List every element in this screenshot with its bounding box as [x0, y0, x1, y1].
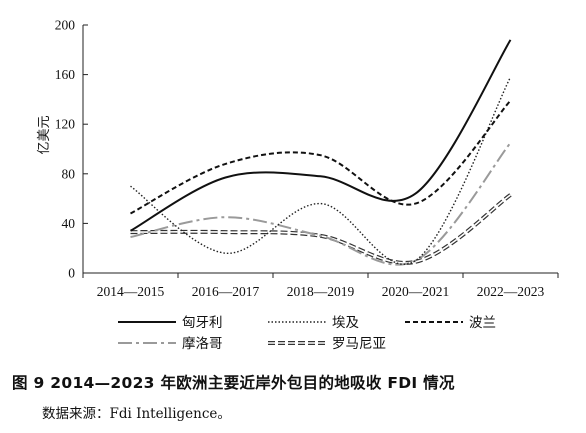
y-tick-label: 200 [55, 18, 76, 33]
series-5 [130, 193, 512, 265]
y-tick-label: 120 [55, 117, 76, 132]
legend-item: 匈牙利 [118, 315, 223, 331]
series-1 [130, 39, 512, 232]
x-tick-label: 2022—2023 [477, 284, 545, 299]
series-3 [130, 99, 512, 215]
x-tick-label: 2020—2021 [382, 284, 450, 299]
legend-label: 波兰 [469, 315, 496, 331]
plot-area [130, 39, 512, 266]
x-tick-label: 2018—2019 [287, 284, 355, 299]
series-line [130, 39, 512, 232]
axes: 0 40 80 120 160 200 2014—2015 2016—2017 2018—201… [37, 18, 559, 299]
legend-label: 匈牙利 [182, 315, 223, 331]
y-axis-label: 亿美元 [37, 115, 52, 154]
x-tick-label: 2016—2017 [192, 284, 260, 299]
y-tick-label: 160 [55, 67, 76, 82]
series-line-inner [130, 194, 511, 264]
legend-item: 埃及 [268, 315, 359, 331]
legend-label: 摩洛哥 [182, 335, 223, 352]
legend-item: 波兰 [405, 315, 496, 331]
legend-item: 罗马尼亚 [268, 336, 386, 352]
data-source: 数据来源：Fdi Intelligence。 [42, 406, 231, 422]
series-4 [130, 142, 512, 266]
series-line [130, 142, 512, 266]
y-tick-label: 40 [62, 216, 76, 231]
legend-label: 埃及 [332, 315, 359, 331]
y-tick-label: 80 [62, 166, 76, 181]
fdi-line-chart: 0 40 80 120 160 200 2014—2015 2016—2017 2018—201… [37, 18, 559, 352]
series-2 [130, 76, 512, 265]
x-tick-label: 2014—2015 [97, 284, 165, 299]
figure-caption: 图 9 2014—2023 年欧洲主要近岸外包目的地吸收 FDI 情况 [12, 374, 455, 392]
y-tick-label: 0 [68, 266, 75, 281]
series-line [130, 76, 512, 265]
legend-label: 罗马尼亚 [332, 336, 386, 352]
legend-item: 摩洛哥 [118, 335, 223, 352]
series-line [130, 99, 512, 215]
series-line [130, 193, 512, 265]
